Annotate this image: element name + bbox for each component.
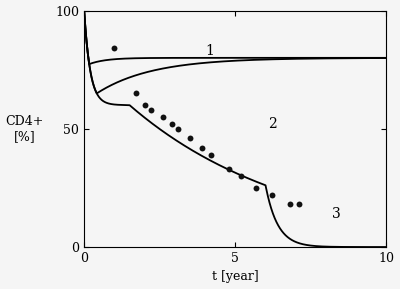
Point [286, 202, 293, 207]
Text: 1: 1 [205, 44, 214, 58]
Point [169, 122, 175, 126]
Text: 2: 2 [268, 117, 277, 131]
Y-axis label: CD4+
[%]: CD4+ [%] [6, 115, 44, 143]
Point [142, 103, 148, 108]
Point [226, 167, 232, 171]
Point [187, 136, 193, 140]
Point [208, 153, 214, 157]
Point [296, 202, 302, 207]
X-axis label: t [year]: t [year] [212, 271, 259, 284]
Point [160, 115, 166, 119]
Point [111, 46, 118, 51]
Point [253, 186, 260, 190]
Point [238, 174, 244, 178]
Point [268, 193, 275, 197]
Point [132, 91, 139, 96]
Text: 3: 3 [332, 207, 341, 221]
Point [175, 127, 181, 131]
Point [148, 108, 154, 112]
Point [199, 145, 205, 150]
